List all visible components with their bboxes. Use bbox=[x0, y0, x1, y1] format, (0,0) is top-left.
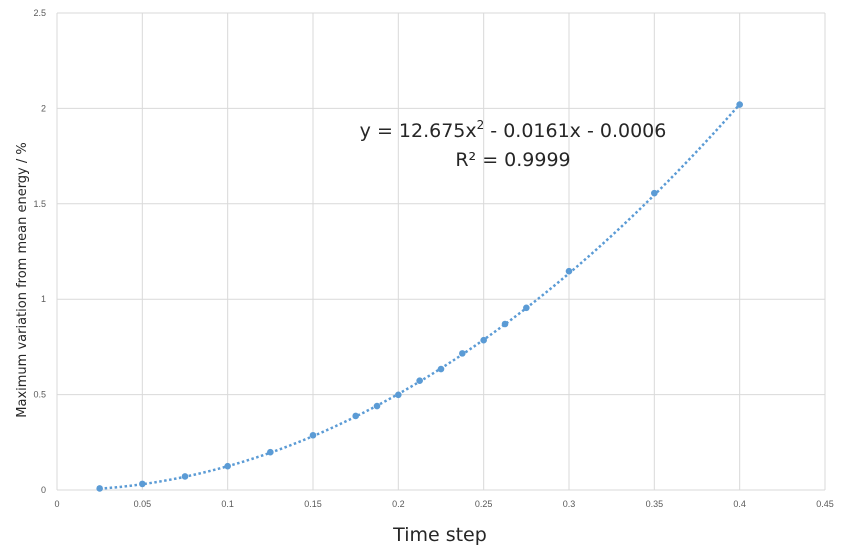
data-point bbox=[565, 267, 573, 275]
data-point bbox=[736, 101, 743, 108]
data-point bbox=[224, 462, 231, 470]
data-point bbox=[523, 304, 530, 312]
x-tick-label: 0.45 bbox=[816, 499, 834, 509]
x-tick-label: 0.1 bbox=[221, 499, 234, 509]
data-point bbox=[373, 402, 381, 410]
data-point bbox=[352, 412, 359, 420]
data-points bbox=[96, 101, 743, 492]
x-tick-label: 0.35 bbox=[646, 499, 664, 509]
data-point bbox=[437, 365, 445, 373]
data-point bbox=[459, 350, 466, 357]
y-tick-label: 2 bbox=[41, 103, 46, 113]
y-axis-title: Maximum variation from mean energy / % bbox=[15, 142, 30, 417]
x-tick-label: 0.4 bbox=[733, 499, 746, 509]
data-point bbox=[309, 431, 317, 439]
x-tick-label: 0.25 bbox=[475, 499, 493, 509]
data-point bbox=[416, 377, 423, 384]
y-axis-ticks: 0 0.5 1 1.5 2 2.5 bbox=[33, 8, 46, 495]
x-tick-label: 0.3 bbox=[563, 499, 576, 509]
y-tick-label: 1 bbox=[41, 294, 46, 304]
x-tick-label: 0.05 bbox=[134, 499, 152, 509]
data-point bbox=[181, 473, 189, 480]
data-point bbox=[501, 320, 509, 328]
y-tick-label: 2.5 bbox=[33, 8, 46, 18]
data-point bbox=[480, 336, 487, 344]
y-tick-label: 1.5 bbox=[33, 199, 46, 209]
data-point bbox=[267, 448, 274, 456]
r-squared-label: R² = 0.9999 bbox=[455, 149, 570, 171]
y-tick-label: 0.5 bbox=[33, 390, 46, 400]
y-tick-label: 0 bbox=[41, 485, 46, 495]
trendline-equation: y = 12.675x2 - 0.0161x - 0.0006 bbox=[360, 118, 667, 142]
data-point bbox=[395, 391, 402, 399]
data-point bbox=[651, 189, 658, 197]
x-axis-ticks: 0 0.05 0.1 0.15 0.2 0.25 0.3 0.35 0.4 0.45 bbox=[54, 499, 833, 509]
x-tick-label: 0 bbox=[54, 499, 59, 509]
gridlines bbox=[56, 12, 826, 491]
data-point bbox=[139, 480, 146, 488]
data-point bbox=[96, 485, 103, 492]
trendline bbox=[99, 103, 741, 490]
x-tick-label: 0.15 bbox=[304, 499, 322, 509]
x-axis-title: Time step bbox=[392, 524, 487, 546]
x-tick-label: 0.2 bbox=[392, 499, 405, 509]
